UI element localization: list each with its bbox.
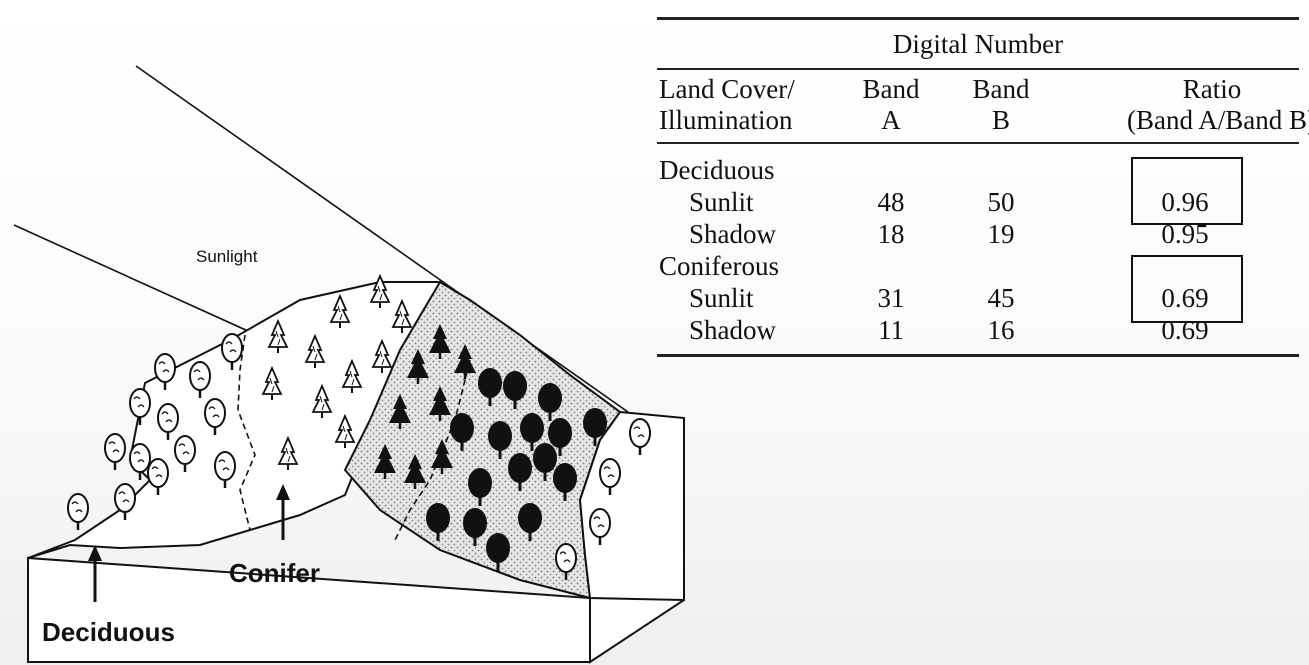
table-row: Shadow 11 16 0.69 [657, 314, 1299, 346]
header-land-cover: Land Cover/ Illumination [659, 74, 795, 136]
band-b-cell: 19 [987, 219, 1015, 249]
table-caption-row: Digital Number [657, 20, 1299, 70]
band-a-cell: 31 [877, 283, 905, 313]
ratio-cell: 0.96 [1161, 187, 1209, 217]
sunlight-ray-upper [135, 65, 629, 413]
group-heading-coniferous: Coniferous [657, 250, 1299, 282]
header-band-b: Band B [971, 74, 1031, 136]
illumination-cell: Shadow [689, 315, 776, 345]
header-land-cover-line2: Illumination [659, 105, 793, 135]
band-b-cell: 45 [987, 283, 1015, 313]
coniferous-ratio-highlight-box [1131, 255, 1243, 323]
deciduous-ratio-highlight-box [1131, 157, 1243, 225]
group-heading-deciduous: Deciduous [657, 154, 1299, 186]
header-ratio-line2: (Band A/Band B) [1127, 105, 1309, 135]
table-body: Deciduous Sunlit 48 50 0.96 Shadow 18 19… [657, 144, 1299, 354]
header-band-a-line2: A [881, 105, 901, 135]
ratio-cell: 0.69 [1161, 315, 1209, 345]
group-name: Deciduous [659, 155, 775, 185]
header-band-b-line2: B [991, 105, 1010, 135]
group-name: Coniferous [659, 251, 779, 281]
band-a-cell: 18 [877, 219, 905, 249]
band-b-cell: 16 [987, 315, 1015, 345]
header-ratio: Ratio (Band A/Band B) [1127, 74, 1309, 136]
terrain-block-diagram: Sunlight Conifer Deciduous [13, 65, 685, 664]
conifer-label: Conifer [229, 558, 320, 588]
illumination-cell: Shadow [689, 219, 776, 249]
ratio-cell: 0.69 [1161, 283, 1209, 313]
sunlight-label: Sunlight [196, 247, 258, 266]
illumination-cell: Sunlit [689, 283, 754, 313]
deciduous-label: Deciduous [42, 617, 175, 647]
deciduous-arrow [88, 545, 102, 602]
table-caption: Digital Number [892, 29, 1064, 59]
header-ratio-line1: Ratio [1182, 74, 1242, 104]
band-b-cell: 50 [987, 187, 1015, 217]
table-header: Land Cover/ Illumination Band A Band B R… [657, 70, 1309, 144]
table-row: Sunlit 31 45 0.69 [657, 282, 1299, 314]
header-band-b-line1: Band [972, 74, 1030, 104]
header-band-a: Band A [861, 74, 921, 136]
band-a-cell: 11 [878, 315, 904, 345]
conifer-arrow [276, 484, 290, 540]
header-band-a-line1: Band [862, 74, 920, 104]
band-a-cell: 48 [877, 187, 905, 217]
digital-number-table: Digital Number Land Cover/ Illumination … [657, 17, 1309, 357]
forest-boundary-shadow [394, 359, 471, 541]
table-row: Sunlit 48 50 0.96 [657, 186, 1299, 218]
illumination-cell: Sunlit [689, 187, 754, 217]
header-land-cover-line1: Land Cover/ [659, 74, 795, 104]
